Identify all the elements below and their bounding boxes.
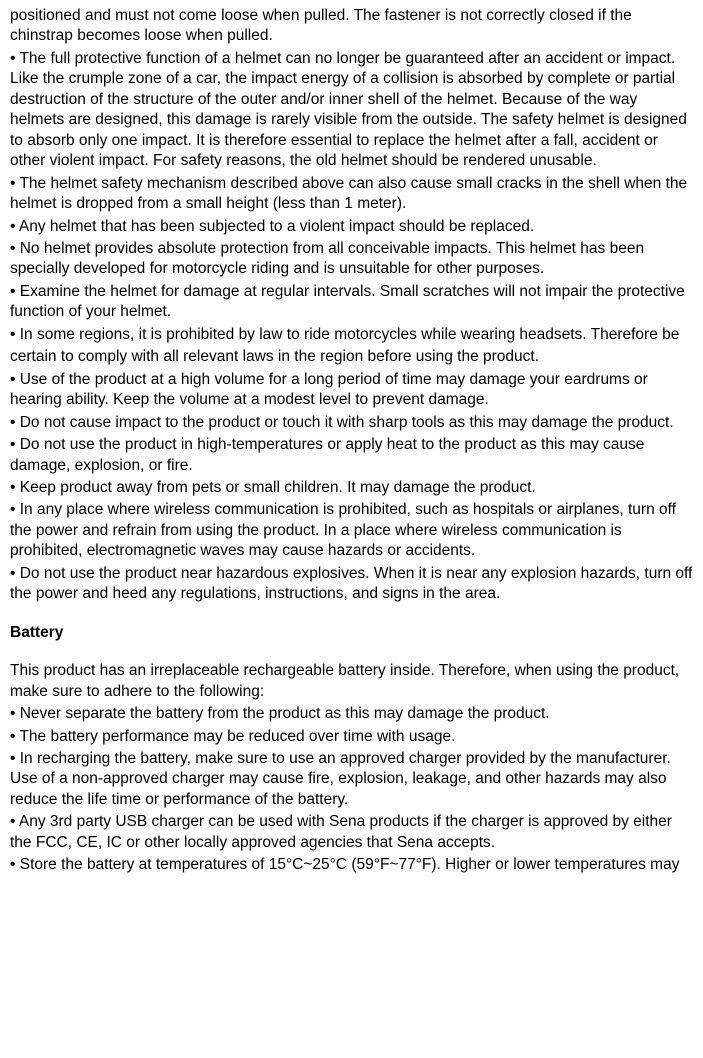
bullet-item: • Any helmet that has been subjected to …: [10, 217, 693, 237]
bullet-item: • Any 3rd party USB charger can be used …: [10, 812, 693, 853]
battery-intro: This product has an irreplaceable rechar…: [10, 661, 693, 702]
bullet-item: certain to comply with all relevant laws…: [10, 347, 693, 367]
bullet-item: • Examine the helmet for damage at regul…: [10, 282, 693, 323]
bullet-item: • In recharging the battery, make sure t…: [10, 749, 693, 810]
bullet-item: • Do not use the product in high-tempera…: [10, 435, 693, 476]
bullet-item: • The full protective function of a helm…: [10, 49, 693, 172]
battery-heading: Battery: [10, 623, 693, 643]
battery-bullets: • Never separate the battery from the pr…: [10, 704, 693, 876]
bullet-item: • The battery performance may be reduced…: [10, 727, 693, 747]
safety-bullets: • The full protective function of a helm…: [10, 49, 693, 605]
bullet-item: • Never separate the battery from the pr…: [10, 704, 693, 724]
bullet-item: • Keep product away from pets or small c…: [10, 478, 693, 498]
bullet-item: • In some regions, it is prohibited by l…: [10, 325, 693, 345]
bullet-item: • In any place where wireless communicat…: [10, 500, 693, 561]
document-body: positioned and must not come loose when …: [10, 6, 693, 876]
intro-paragraph: positioned and must not come loose when …: [10, 6, 693, 47]
bullet-item: • Store the battery at temperatures of 1…: [10, 855, 693, 875]
bullet-item: • The helmet safety mechanism described …: [10, 174, 693, 215]
bullet-item: • Do not use the product near hazardous …: [10, 564, 693, 605]
bullet-item: • No helmet provides absolute protection…: [10, 239, 693, 280]
bullet-item: • Use of the product at a high volume fo…: [10, 370, 693, 411]
bullet-item: • Do not cause impact to the product or …: [10, 413, 693, 433]
